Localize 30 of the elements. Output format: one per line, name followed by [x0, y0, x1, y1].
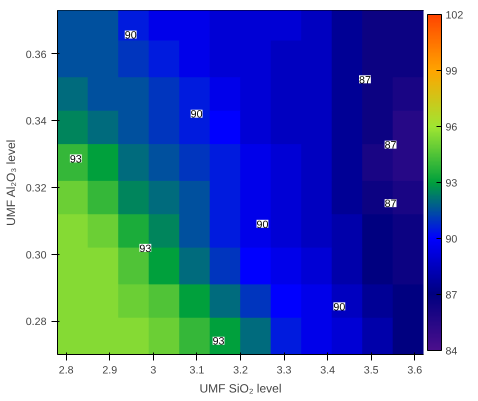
annotation: 93 [139, 242, 152, 255]
annotation: 90 [124, 30, 137, 42]
y-axis-title: UMF Al₂O₃ level [4, 140, 18, 226]
x-tick-label: 3.4 [320, 364, 336, 376]
color-bar-label: 93 [446, 178, 458, 190]
annotation: 93 [70, 153, 82, 166]
color-bar-label: 102 [446, 10, 464, 22]
annotation: 90 [333, 301, 346, 314]
x-axis-title: UMF SiO₂ level [200, 382, 282, 396]
annotation: 87 [359, 74, 371, 86]
y-tick-label: 0.34 [26, 116, 47, 128]
x-tick-label: 3.3 [276, 364, 292, 376]
x-tick-label: 3.2 [233, 364, 248, 376]
x-tick-label: 2.9 [102, 364, 118, 376]
color-bar-label: 99 [446, 66, 458, 78]
y-tick-label: 0.32 [26, 182, 47, 195]
x-tick-label: 2.8 [58, 364, 74, 376]
color-bar-label: 96 [446, 122, 458, 134]
color-bar-label: 90 [446, 234, 458, 246]
x-tick-label: 3.6 [407, 364, 422, 376]
y-tick-label: 0.36 [26, 48, 47, 61]
x-tick-label: 3.1 [190, 364, 204, 376]
x-tick-label: 3.5 [364, 364, 379, 376]
x-tick-label: 3 [150, 364, 156, 376]
annotation: 93 [212, 336, 225, 348]
annotation: 90 [256, 218, 268, 231]
y-tick-label: 0.28 [26, 316, 47, 328]
color-bar-label: 87 [446, 290, 458, 302]
color-bar-label: 84 [446, 346, 458, 358]
y-tick-label: 0.30 [26, 249, 47, 262]
